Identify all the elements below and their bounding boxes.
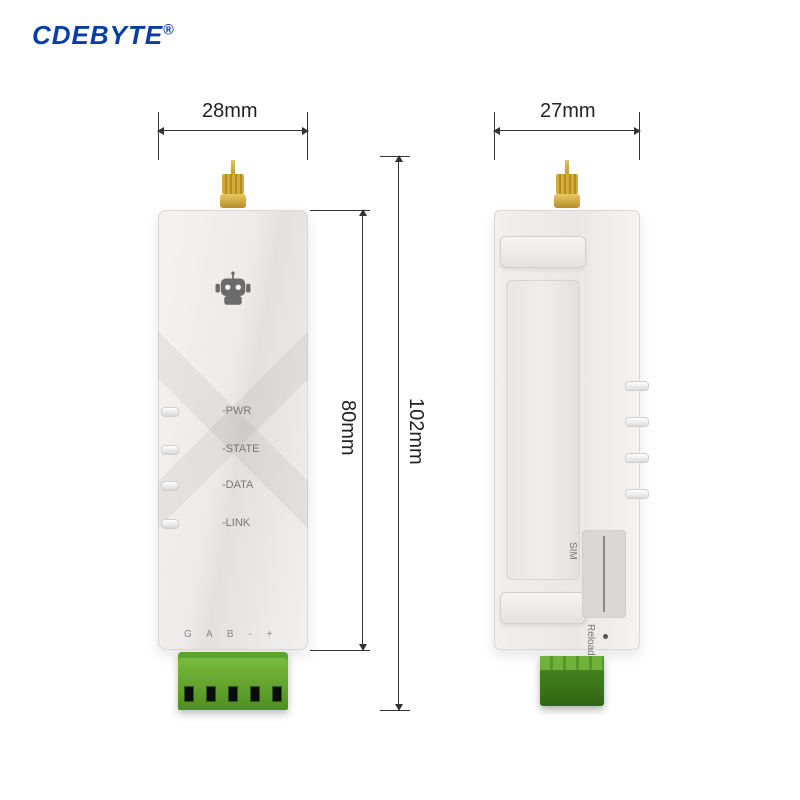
dim-side-width-tick-right (639, 112, 640, 160)
brand-reg: ® (163, 22, 175, 38)
dim-side-width-label: 27mm (540, 100, 596, 123)
led-label-state: -STATE (222, 443, 259, 455)
dim-side-width-line (494, 130, 640, 131)
dim-total-height-label: 102mm (404, 398, 427, 465)
dim-body-height-label: 80mm (336, 400, 359, 456)
din-rail-channel (506, 280, 580, 580)
brand-text: CDEBYTE (32, 20, 163, 50)
device-side-body: SIM Reload (494, 210, 640, 650)
terminal-block-side (540, 656, 604, 706)
brand-logo: CDEBYTE® (32, 20, 175, 51)
led-label-link: -LINK (222, 517, 250, 529)
side-vent-2 (626, 418, 648, 426)
dim-front-width-tick-left (158, 112, 159, 160)
antenna-connector-side (556, 160, 578, 208)
sim-label: SIM (567, 542, 578, 560)
diagram-stage: CDEBYTE® 28mm 27mm 80mm 102mm (0, 0, 800, 800)
side-vent-3 (626, 454, 648, 462)
device-front-body: -PWR -STATE -DATA -LINK G A B - + (158, 210, 308, 650)
sim-slot (582, 530, 626, 618)
robot-icon (212, 268, 254, 310)
dim-total-height-line (398, 156, 399, 710)
din-clip-top (500, 236, 586, 268)
led-label-data: -DATA (222, 479, 253, 491)
antenna-connector-front (222, 160, 244, 208)
led-label-pwr: -PWR (222, 405, 251, 417)
led-data (162, 482, 178, 490)
dim-front-width-label: 28mm (202, 100, 258, 123)
led-link (162, 520, 178, 528)
terminal-pin-legend: G A B - + (184, 629, 278, 640)
dim-side-width-tick-left (494, 112, 495, 160)
dim-front-width-line (158, 130, 308, 131)
side-vent-4 (626, 490, 648, 498)
led-pwr (162, 408, 178, 416)
reload-label: Reload (585, 624, 596, 656)
led-state (162, 446, 178, 454)
terminal-block-front (178, 652, 288, 710)
side-vent-1 (626, 382, 648, 390)
din-clip-bottom (500, 592, 586, 624)
reload-pinhole (603, 634, 608, 639)
dim-body-height-line (362, 210, 363, 650)
dim-front-width-tick-right (307, 112, 308, 160)
